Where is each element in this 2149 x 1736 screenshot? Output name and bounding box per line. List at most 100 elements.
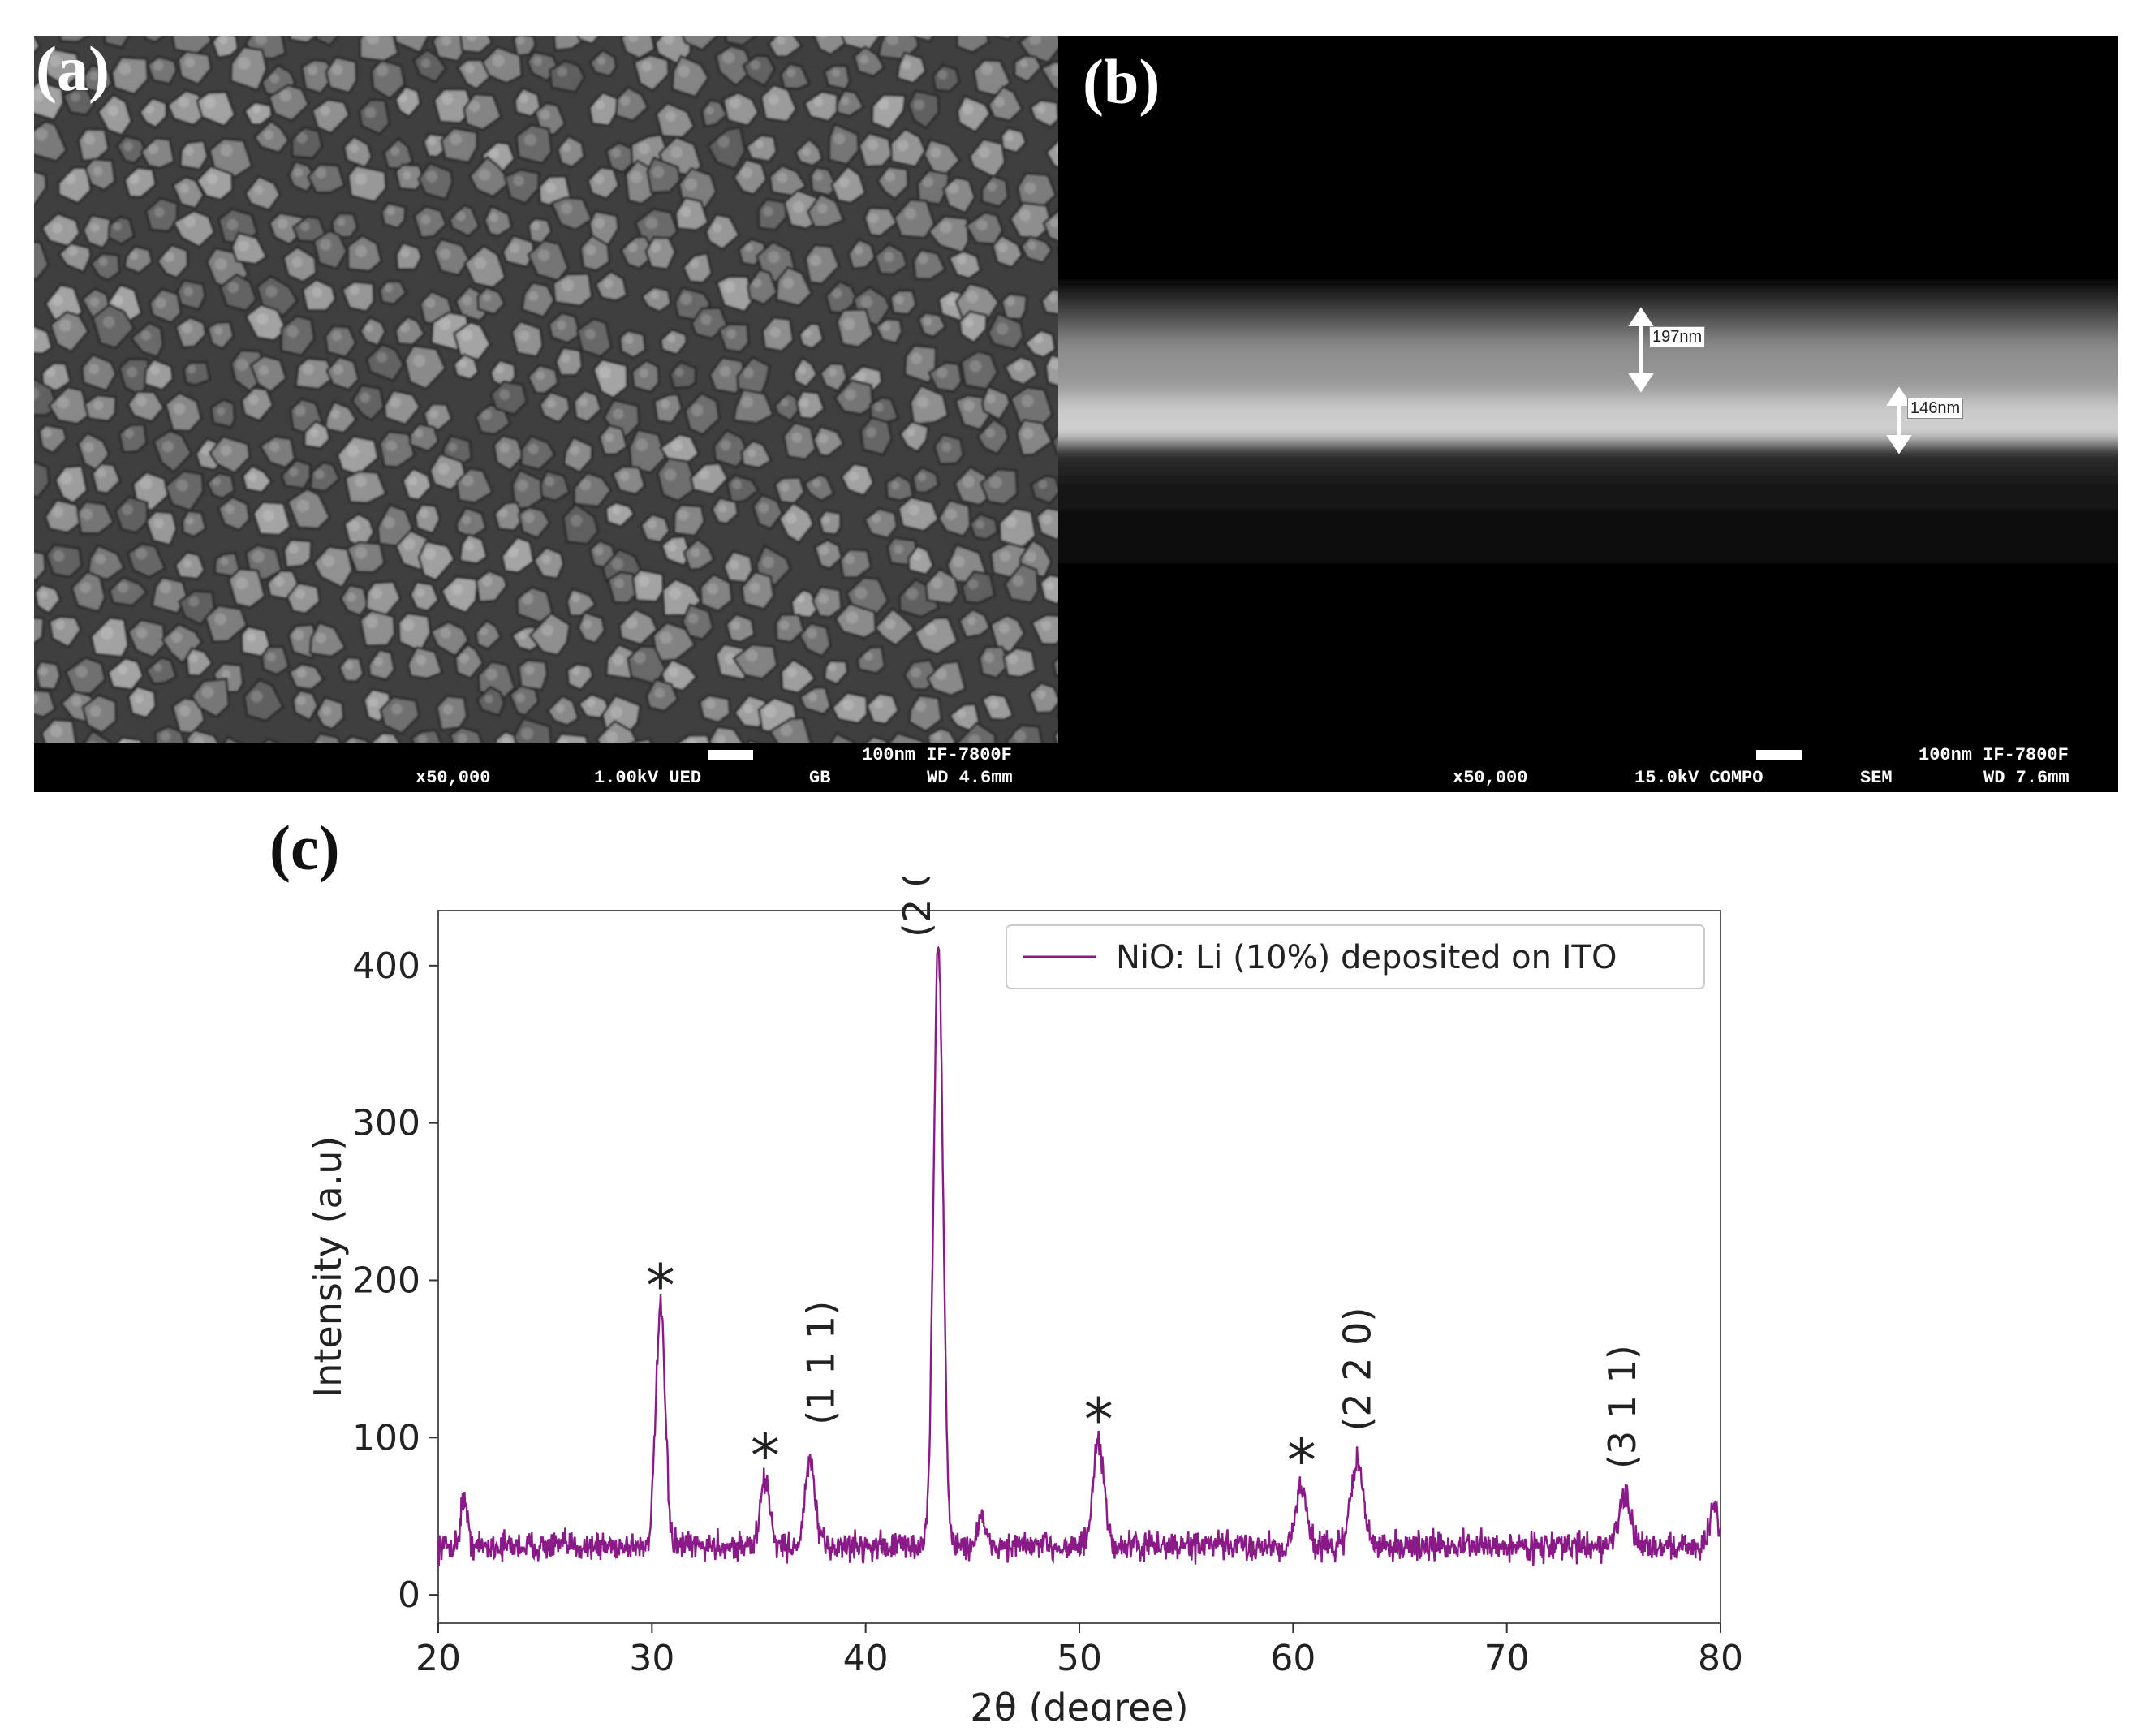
grain — [440, 127, 479, 164]
grain-highlight — [489, 149, 500, 158]
grain-highlight — [107, 105, 118, 117]
grain-highlight — [236, 359, 248, 371]
grain-highlight — [187, 364, 196, 374]
grain-highlight — [945, 508, 958, 520]
grain-highlight — [50, 725, 62, 738]
grain-highlight — [1019, 209, 1031, 222]
grain-highlight — [997, 243, 1008, 253]
grain-highlight — [214, 326, 223, 335]
voltage-a: 1.00kV UED — [594, 768, 702, 788]
grain — [144, 656, 178, 686]
grain-highlight — [716, 734, 726, 745]
x-axis-ticks: 20 30 40 50 60 70 80 — [416, 1623, 1743, 1679]
grain-highlight — [1049, 293, 1057, 303]
grain-highlight — [408, 476, 418, 486]
grain-highlight — [248, 394, 259, 405]
grain — [279, 314, 316, 357]
grain — [955, 36, 990, 54]
grain — [208, 435, 252, 475]
grain-highlight — [798, 365, 807, 375]
grain — [911, 466, 941, 494]
grain-highlight — [962, 103, 974, 115]
grain — [286, 487, 331, 530]
grain — [127, 618, 166, 659]
grain — [508, 684, 540, 717]
grain-highlight — [855, 587, 868, 600]
grain — [379, 695, 421, 735]
grain-highlight — [238, 57, 251, 70]
grain-highlight — [184, 57, 196, 68]
grain-highlight — [499, 389, 510, 400]
grain — [412, 205, 448, 239]
grain — [704, 213, 741, 251]
grain-highlight — [480, 627, 489, 635]
grain-highlight — [420, 58, 431, 68]
grain — [45, 543, 84, 579]
grain-highlight — [178, 97, 190, 108]
peak-annotations: * * (1 1 1) (2 0 0) * * (2 2 0) (3 1 1) — [646, 877, 1644, 1494]
grain-highlight — [1045, 581, 1055, 591]
grain-highlight — [639, 368, 649, 378]
grain-highlight — [84, 133, 96, 145]
grain — [1030, 474, 1058, 506]
grain-highlight — [946, 296, 957, 307]
grain-highlight — [885, 171, 895, 182]
grain-highlight — [277, 218, 288, 230]
panel-label-c: (c) — [269, 812, 340, 883]
grain-highlight — [1036, 690, 1046, 700]
grain-highlight — [183, 286, 193, 296]
miller-index-label: (2 0 0) — [895, 877, 939, 937]
grain — [553, 36, 585, 52]
grain-highlight — [913, 99, 925, 110]
grain-highlight — [962, 475, 975, 488]
x-tick-label: 60 — [1270, 1638, 1316, 1679]
grain-highlight — [863, 651, 873, 661]
grain-highlight — [940, 221, 953, 234]
grain-highlight — [355, 476, 367, 488]
grain — [227, 567, 266, 610]
grain — [674, 196, 710, 232]
grain-highlight — [258, 365, 269, 376]
grain-highlight — [376, 351, 387, 363]
grain-highlight — [355, 173, 367, 186]
thickness-arrow-2 — [1886, 386, 1912, 454]
thickness-label-1: 197nm — [1649, 326, 1706, 347]
grain-highlight — [412, 355, 426, 368]
grain — [243, 678, 285, 722]
grain — [394, 85, 422, 118]
grain-highlight — [860, 295, 872, 308]
grain-highlight — [996, 322, 1009, 335]
x-axis-label: 2θ (degree) — [970, 1686, 1188, 1721]
grain-highlight — [849, 472, 859, 481]
grain-highlight — [603, 278, 614, 289]
grain — [960, 570, 997, 605]
grain-highlight — [262, 510, 274, 522]
grain-highlight — [840, 97, 850, 106]
grain-highlight — [450, 133, 463, 145]
series-layer — [437, 946, 1722, 1566]
grain — [241, 464, 273, 494]
grain — [308, 621, 347, 658]
grain-highlight — [786, 512, 797, 524]
grain-highlight — [252, 106, 261, 114]
grain-highlight — [467, 36, 477, 41]
grain — [572, 389, 603, 424]
grain — [660, 535, 692, 567]
grain — [732, 643, 778, 681]
grain-highlight — [153, 518, 164, 529]
grain-highlight — [455, 211, 466, 222]
grain-highlight — [153, 663, 162, 672]
grain-highlight — [1019, 59, 1028, 68]
grain-highlight — [451, 584, 463, 596]
substrate-peak-marker: * — [1287, 1426, 1316, 1494]
grain-highlight — [252, 550, 265, 563]
grain-highlight — [613, 408, 624, 420]
grain-highlight — [1012, 575, 1024, 587]
x-tick-label: 50 — [1057, 1638, 1102, 1679]
grain-highlight — [891, 481, 900, 490]
grain-highlight — [269, 442, 280, 453]
grain — [681, 36, 719, 52]
grain-highlight — [288, 544, 299, 554]
grain-highlight — [625, 617, 638, 629]
grain — [182, 360, 212, 387]
